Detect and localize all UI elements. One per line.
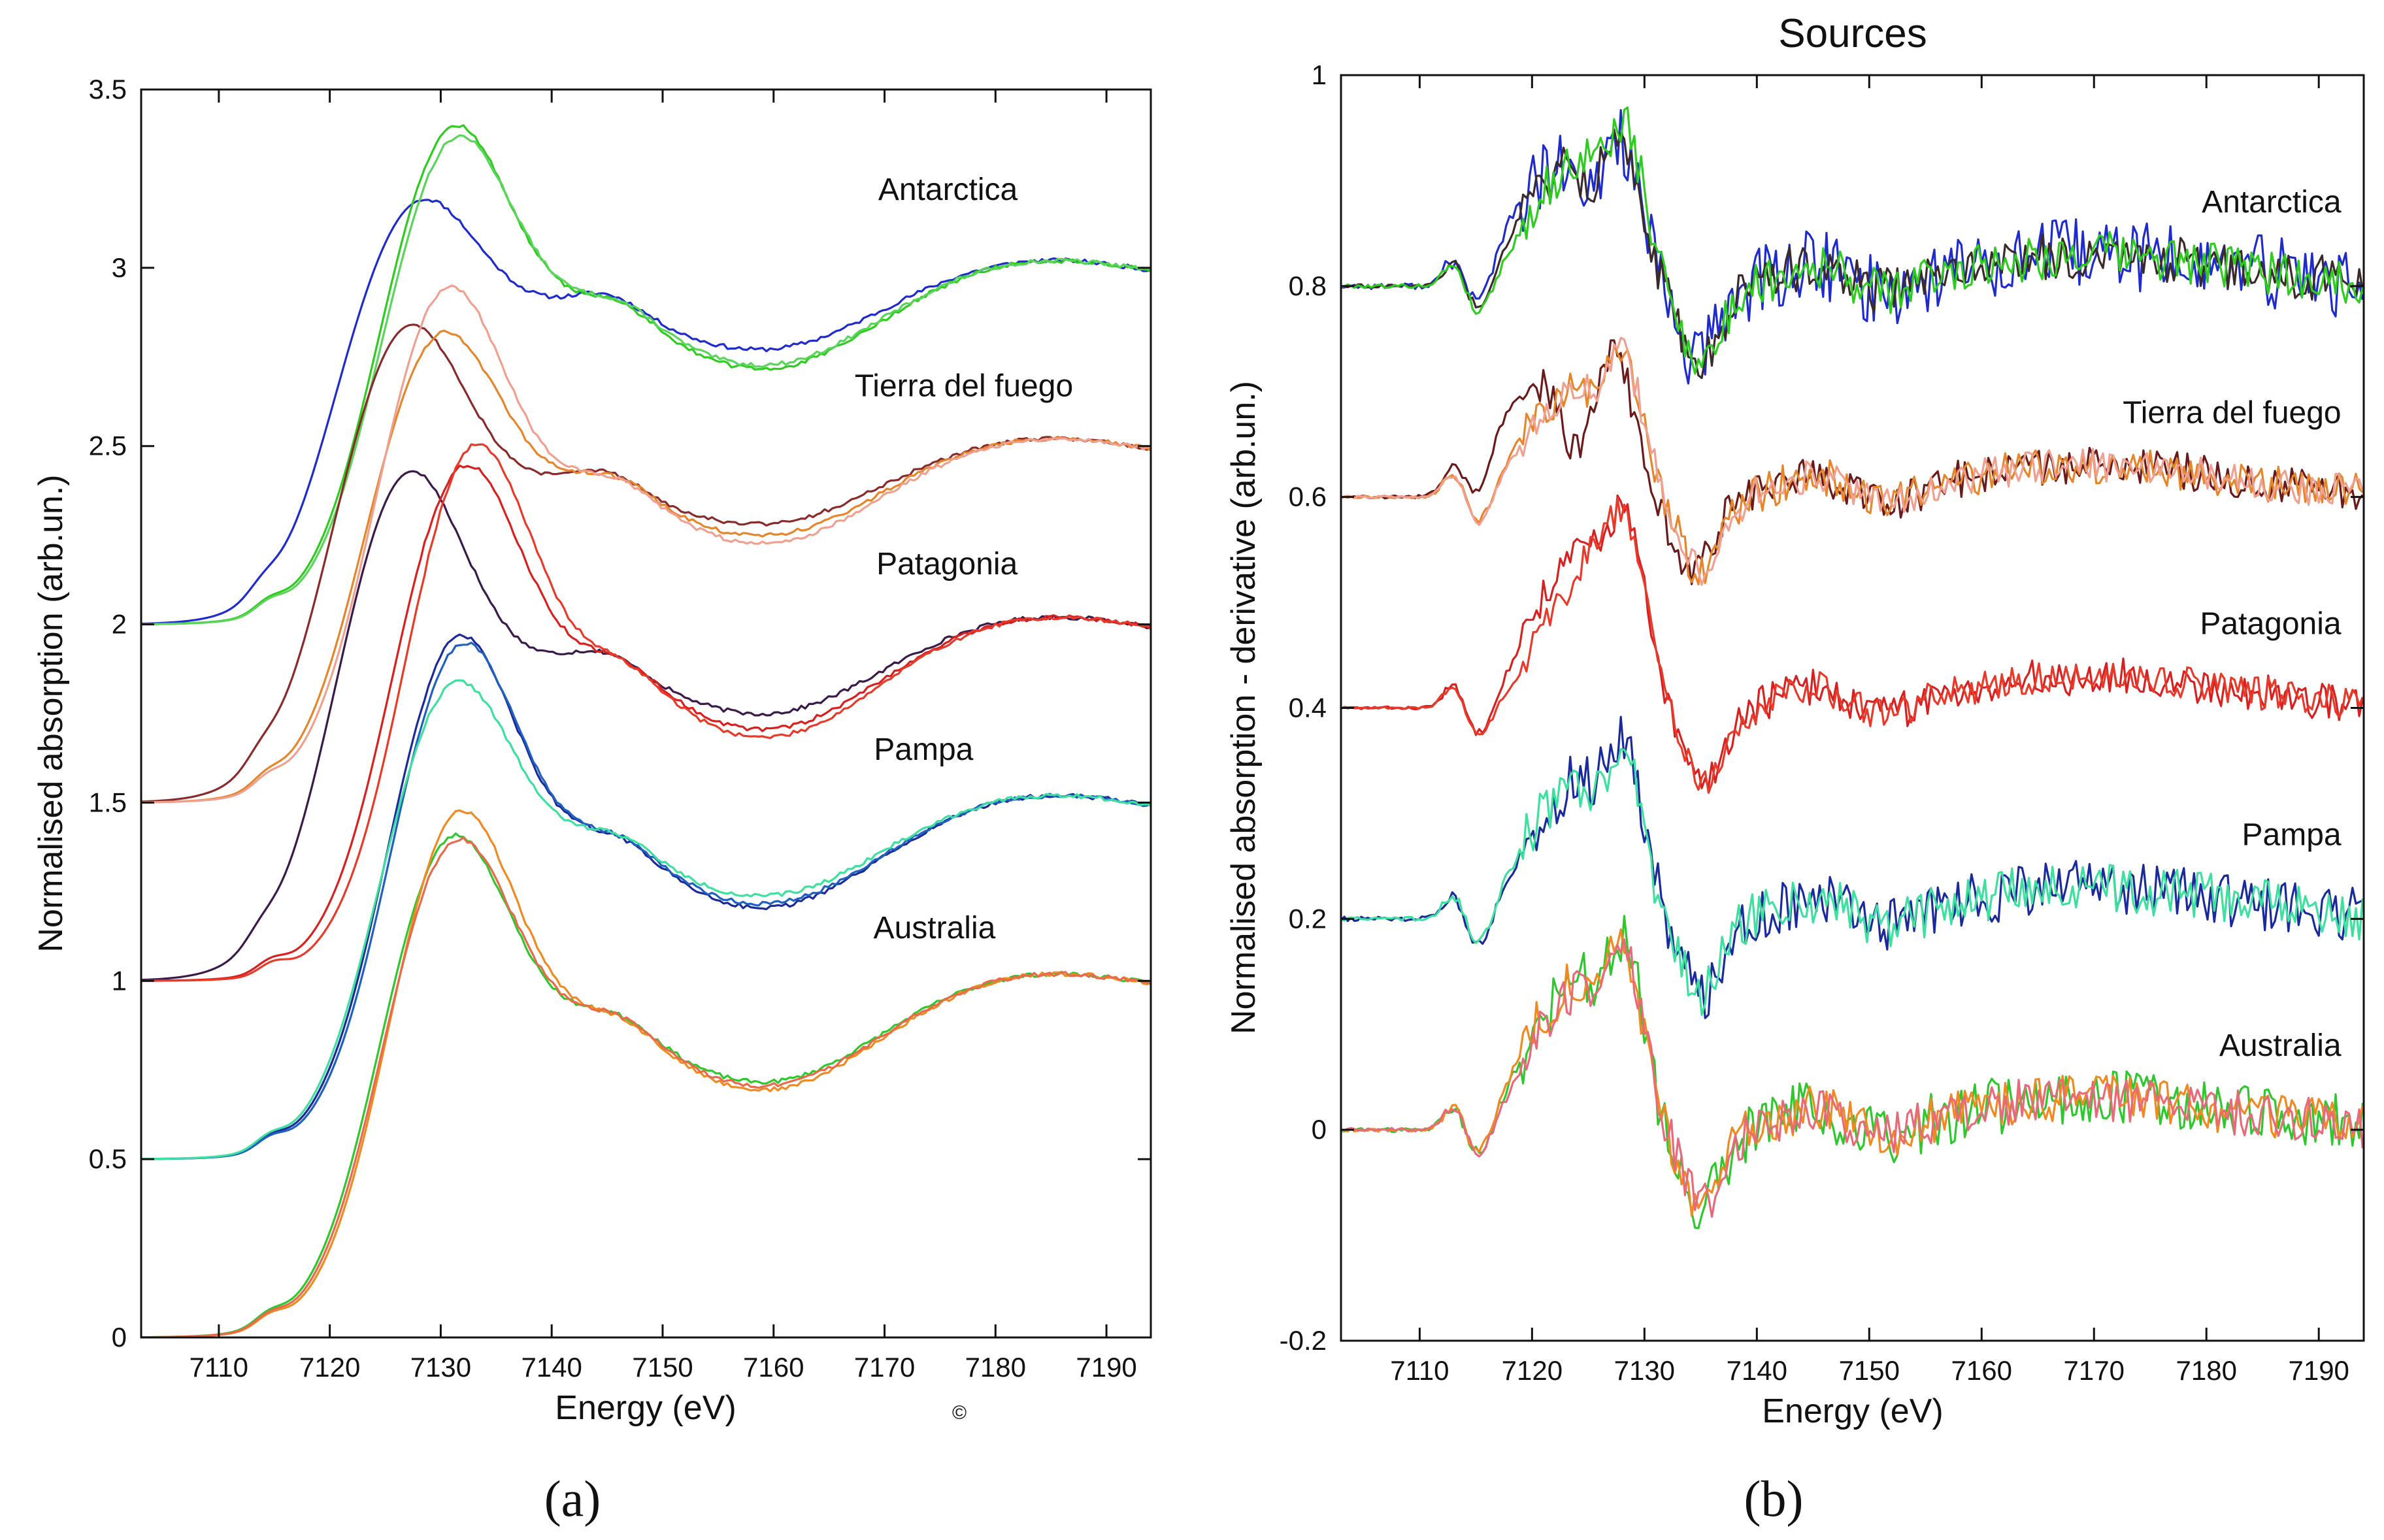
x-tick-label: 7160 — [743, 1352, 804, 1383]
x-tick-label: 7190 — [2288, 1355, 2349, 1386]
y-tick-label: 2.5 — [89, 431, 127, 461]
x-tick-label: 7140 — [1727, 1355, 1787, 1386]
y-tick-label: 0 — [112, 1322, 127, 1352]
group-label: Patagonia — [2200, 607, 2341, 642]
panel-b: 7110 7120 7130 7140 7150 7160 7170 7180 7190 -0.2… — [1225, 11, 2365, 1527]
series-line — [141, 443, 1151, 982]
series-line — [141, 836, 1151, 1337]
series-line — [1341, 339, 2364, 585]
x-tick-label: 7140 — [521, 1352, 582, 1383]
series-line — [1341, 938, 2364, 1218]
y-tick-label: 3 — [112, 252, 127, 283]
y-tick-label: 2 — [112, 609, 127, 640]
x-tick-label: 7130 — [1614, 1355, 1675, 1386]
group-label: Antarctica — [2202, 185, 2342, 220]
copyright-mark: © — [952, 1402, 967, 1424]
y-tick-label: 0 — [1312, 1114, 1327, 1145]
panel-b-series — [1341, 106, 2364, 1230]
panel-a-series — [141, 124, 1151, 1337]
panel-a-xlabel: Energy (eV) — [555, 1389, 736, 1427]
panel-b-xlabel: Energy (eV) — [1762, 1392, 1943, 1430]
group-label: Tierra del fuego — [2123, 396, 2341, 431]
group-label: Pampa — [874, 732, 973, 767]
panel-a-ylabel: Normalised absorption (arb.un.) — [32, 474, 70, 952]
y-tick-label: 0.6 — [1289, 482, 1327, 512]
x-tick-label: 7150 — [1839, 1355, 1900, 1386]
y-tick-label: 0.5 — [89, 1143, 127, 1174]
series-line — [141, 329, 1151, 804]
y-tick-label: 3.5 — [89, 74, 127, 105]
group-label: Antarctica — [878, 172, 1018, 207]
panel-a: 7110 7120 7130 7140 7150 7160 7170 7180 7190 0 0.5… — [32, 74, 1152, 1527]
x-tick-label: 7130 — [410, 1352, 471, 1383]
panel-a-ticks: 7110 7120 7130 7140 7150 7160 7170 7180 7190 0 0.5… — [89, 74, 1151, 1383]
panel-a-frame — [140, 88, 1152, 1339]
group-label: Patagonia — [876, 547, 1018, 582]
panel-b-ylabel: Normalised absorption - derivative (arb.… — [1225, 381, 1263, 1034]
group-label: Australia — [2219, 1028, 2342, 1063]
x-tick-label: 7120 — [299, 1352, 360, 1383]
panel-a-group-labels: Antarctica Tierra del fuego Patagonia Pampa… — [855, 172, 1073, 945]
group-label: Australia — [874, 911, 996, 945]
series-line — [141, 633, 1151, 1160]
series-line — [141, 284, 1151, 804]
series-line — [1341, 106, 2364, 375]
x-tick-label: 7120 — [1502, 1355, 1563, 1386]
y-tick-label: 0.8 — [1289, 270, 1327, 301]
y-tick-label: 0.4 — [1289, 693, 1327, 723]
x-tick-label: 7170 — [854, 1352, 915, 1383]
panel-b-group-labels: Antarctica Tierra del fuego Patagonia Pampa… — [2123, 185, 2342, 1063]
x-tick-label: 7110 — [1390, 1355, 1449, 1386]
panel-b-caption: (b) — [1744, 1470, 1804, 1527]
group-label: Tierra del fuego — [855, 369, 1073, 403]
panel-b-ticks: 7110 7120 7130 7140 7150 7160 7170 7180 7190 -0.2… — [1280, 59, 2364, 1386]
series-line — [1341, 494, 2364, 789]
y-tick-label: 1 — [1312, 59, 1327, 90]
series-line — [1341, 928, 2364, 1217]
x-tick-label: 7180 — [2176, 1355, 2237, 1386]
y-tick-label: -0.2 — [1280, 1325, 1327, 1356]
series-line — [1341, 336, 2364, 586]
x-tick-label: 7170 — [2064, 1355, 2125, 1386]
y-tick-label: 0.2 — [1289, 903, 1327, 934]
series-line — [1341, 497, 2364, 794]
x-tick-label: 7110 — [190, 1352, 248, 1383]
series-line — [141, 134, 1151, 625]
series-line — [141, 679, 1151, 1160]
series-line — [1341, 747, 2364, 1016]
y-tick-label: 1 — [112, 965, 127, 996]
x-tick-label: 7190 — [1076, 1352, 1136, 1383]
panel-a-caption: (a) — [544, 1470, 601, 1527]
group-label: Pampa — [2242, 817, 2342, 852]
y-tick-label: 1.5 — [89, 787, 127, 817]
x-tick-label: 7150 — [632, 1352, 693, 1383]
panel-b-title: Sources — [1778, 11, 1927, 56]
x-tick-label: 7180 — [965, 1352, 1026, 1383]
x-tick-label: 7160 — [1951, 1355, 2012, 1386]
